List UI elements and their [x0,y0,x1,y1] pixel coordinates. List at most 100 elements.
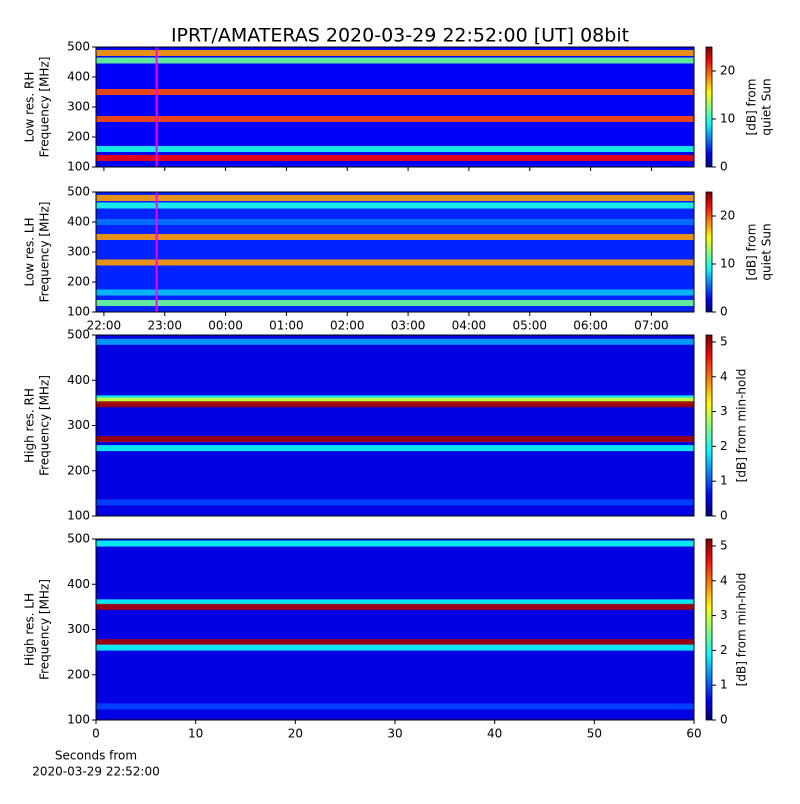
y-tick-label: 300 [67,100,90,114]
band [96,195,694,201]
band [96,499,694,506]
band [96,445,694,452]
colorbar [705,538,713,721]
x-tick-label: 20 [288,727,303,741]
colorbar [705,191,713,313]
band [96,397,694,404]
x-axis-label: 2020-03-29 22:52:00 [32,765,159,779]
colorbar-tick-label: 1 [720,678,728,692]
y-tick-label: 200 [67,463,90,477]
background-level [96,539,694,720]
y-tick-label: 500 [67,185,90,199]
colorbar-tick-label: 20 [720,64,735,78]
y-axis-label: Frequency [MHz] [38,375,52,476]
colorbar-tick-label: 20 [720,209,735,223]
band [96,599,694,606]
colorbar-tick-label: 5 [720,334,728,348]
band [96,57,694,64]
colorbar-tick-label: 0 [720,713,728,727]
colorbar-tick-label: 2 [720,439,728,453]
y-tick-label: 500 [67,328,90,342]
x-tick-label: 10 [188,727,203,741]
colorbar-tick-label: 10 [720,112,735,126]
x-tick-label: 03:00 [391,319,426,333]
band [96,300,694,306]
x-tick-label: 23:00 [147,319,182,333]
band [96,401,694,408]
band [96,436,694,443]
y-tick-label: 400 [67,70,90,84]
colorbar-tick-label: 0 [720,509,728,523]
band [96,202,694,209]
y-tick-label: 100 [67,160,90,174]
x-tick-label: 05:00 [512,319,547,333]
y-tick-label: 500 [67,532,90,546]
colorbar-tick-label: 0 [720,160,728,174]
y-tick-label: 200 [67,667,90,681]
colorbar-label: [dB] from [745,79,759,136]
y-tick-label: 400 [67,373,90,387]
y-tick-label: 200 [67,275,90,289]
x-tick-label: 04:00 [452,319,487,333]
y-tick-label: 300 [67,418,90,432]
band [96,639,694,646]
colorbar [705,46,713,168]
y-tick-label: 100 [67,509,90,523]
band [96,338,694,345]
x-tick-label: 30 [387,727,402,741]
colorbar-tick-label: 5 [720,538,728,552]
band [96,259,694,266]
band [96,540,694,547]
x-tick-label: 07:00 [634,319,669,333]
band [96,703,694,710]
y-tick-label: 200 [67,130,90,144]
figure-title: IPRT/AMATERAS 2020-03-29 22:52:00 [UT] 0… [171,25,629,47]
colorbar-tick-label: 1 [720,474,728,488]
y-axis-label: Low res. LH [23,217,37,286]
band [96,146,694,152]
band [96,219,694,225]
y-tick-label: 500 [67,40,90,54]
band [96,289,694,296]
y-tick-label: 100 [67,305,90,319]
y-tick-label: 400 [67,215,90,229]
y-axis-label: Frequency [MHz] [38,202,52,303]
x-tick-label: 0 [92,727,100,741]
band [96,116,694,122]
band [96,234,694,240]
colorbar [705,334,713,517]
band [96,50,694,56]
band [96,155,694,161]
x-tick-label: 60 [686,727,701,741]
x-tick-label: 02:00 [330,319,365,333]
x-axis-label: Seconds from [55,749,137,763]
y-tick-label: 300 [67,622,90,636]
colorbar-tick-label: 3 [720,404,728,418]
colorbar-label: [dB] from min-hold [735,573,749,687]
colorbar-tick-label: 3 [720,608,728,622]
y-axis-label: Frequency [MHz] [38,579,52,680]
band [96,644,694,651]
x-tick-label: 22:00 [87,319,122,333]
background-level [96,335,694,516]
x-tick-label: 50 [587,727,602,741]
y-axis-label: Frequency [MHz] [38,57,52,158]
colorbar-label: quiet Sun [760,223,774,280]
x-tick-label: 40 [487,727,502,741]
y-tick-label: 400 [67,577,90,591]
y-axis-label: High res. LH [23,593,37,666]
x-tick-label: 00:00 [208,319,243,333]
colorbar-tick-label: 2 [720,643,728,657]
colorbar-tick-label: 4 [720,573,728,587]
y-axis-label: High res. RH [23,388,37,463]
colorbar-tick-label: 4 [720,369,728,383]
colorbar-label: [dB] from min-hold [735,369,749,483]
y-tick-label: 100 [67,713,90,727]
y-tick-label: 300 [67,245,90,259]
x-tick-label: 06:00 [573,319,608,333]
colorbar-label: quiet Sun [760,78,774,135]
y-axis-label: Low res. RH [23,72,37,143]
band [96,603,694,610]
colorbar-label: [dB] from [745,224,759,281]
